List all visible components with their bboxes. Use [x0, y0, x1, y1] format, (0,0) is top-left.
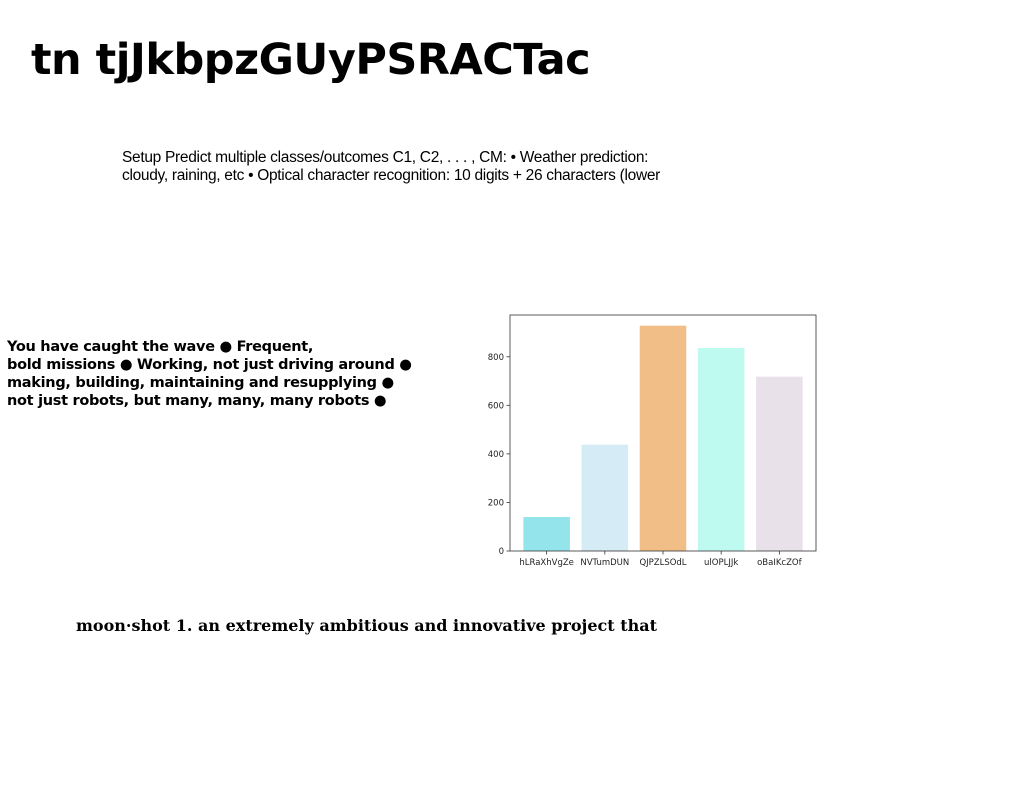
bar: [639, 325, 687, 551]
bar: [697, 348, 745, 551]
x-tick-label: oBaIKcZOf: [757, 558, 803, 568]
wave-bullets: You have caught the wave ● Frequent, bol…: [7, 338, 447, 410]
wave-line: making, building, maintaining and resupp…: [7, 375, 394, 391]
moonshot-definition: moon·shot 1. an extremely ambitious and …: [76, 616, 657, 635]
bar: [581, 444, 629, 551]
x-tick-label: hLRaXhVgZe: [519, 558, 574, 568]
x-tick-label: QJPZLSOdL: [639, 558, 686, 568]
x-tick-label: NVTumDUN: [580, 558, 629, 568]
x-tick-label: ulOPLJJk: [704, 558, 738, 568]
y-tick-label: 200: [488, 498, 504, 508]
y-tick-label: 0: [499, 547, 504, 557]
setup-line: Setup Predict multiple classes/outcomes …: [122, 149, 649, 166]
wave-line: You have caught the wave ● Frequent,: [7, 339, 314, 355]
y-tick-label: 800: [488, 353, 504, 363]
y-tick-label: 400: [488, 450, 504, 460]
bar: [756, 376, 803, 551]
wave-line: bold missions ● Working, not just drivin…: [7, 357, 412, 373]
y-tick-label: 600: [488, 401, 504, 411]
slide-title: tn tjJkbpzGUyPSRACTac: [31, 35, 591, 85]
setup-text: Setup Predict multiple classes/outcomes …: [122, 149, 722, 185]
setup-line: cloudy, raining, etc • Optical character…: [122, 167, 661, 184]
bar: [523, 517, 570, 551]
bar-chart: 0 200 400 600 800 hLRaXhVgZe NVTumDUN QJPZLSOdL…: [488, 314, 817, 568]
wave-line: not just robots, but many, many, many ro…: [7, 393, 387, 409]
